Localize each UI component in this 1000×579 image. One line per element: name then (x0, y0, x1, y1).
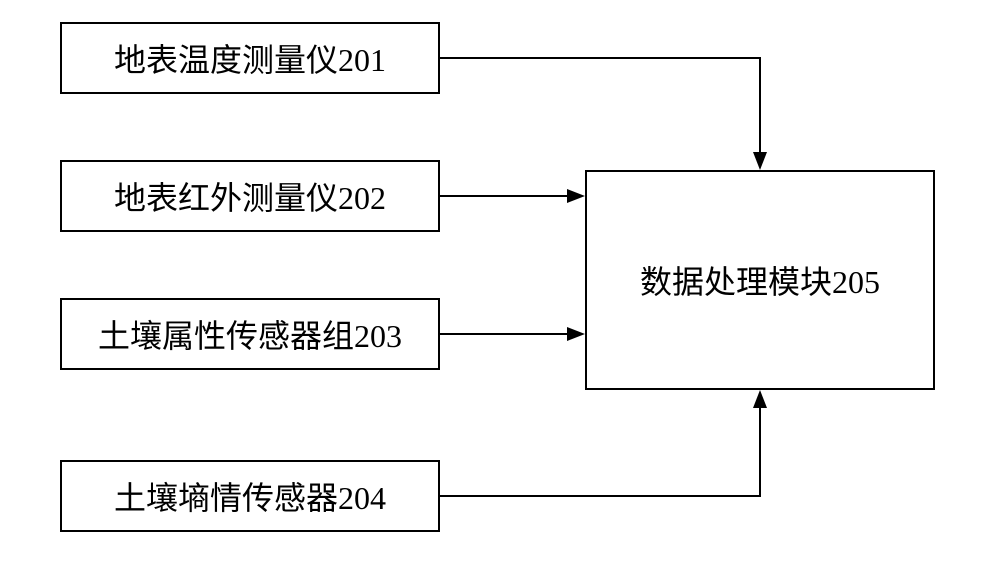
node-label: 地表温度测量仪201 (114, 35, 386, 81)
edge-arrowhead (753, 390, 767, 408)
edge-arrowhead (753, 152, 767, 170)
edge-line (440, 58, 760, 159)
node-data-processing-module: 数据处理模块205 (585, 170, 935, 390)
node-label: 土壤属性传感器组203 (98, 311, 402, 357)
node-surface-temp-meter: 地表温度测量仪201 (60, 22, 440, 94)
edge-arrowhead (567, 189, 585, 203)
node-surface-ir-meter: 地表红外测量仪202 (60, 160, 440, 232)
edge-arrowhead (567, 327, 585, 341)
node-label: 地表红外测量仪202 (114, 173, 386, 219)
node-soil-moisture-sensor: 土壤墒情传感器204 (60, 460, 440, 532)
edge-line (440, 401, 760, 496)
node-label: 土壤墒情传感器204 (114, 473, 386, 519)
node-label: 数据处理模块205 (640, 257, 880, 303)
node-soil-attr-sensor-group: 土壤属性传感器组203 (60, 298, 440, 370)
